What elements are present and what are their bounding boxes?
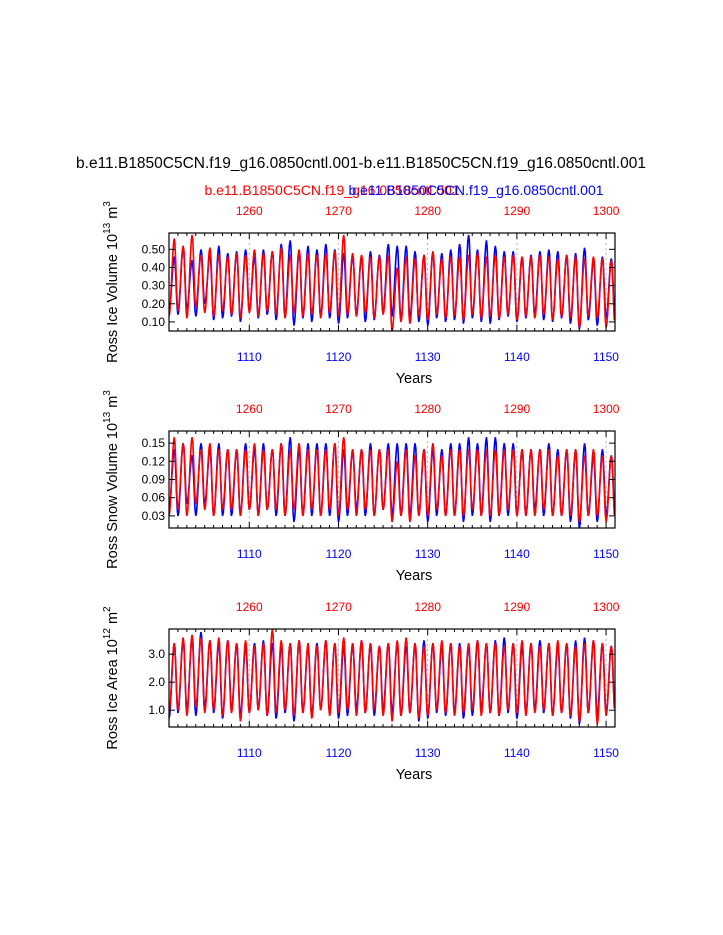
x-tick-label-bottom: 1110 <box>237 746 262 760</box>
x-axis-label: Years <box>396 371 433 387</box>
y-axis-label-exp: 13 <box>102 222 113 234</box>
y-tick-label: 0.06 <box>142 491 166 505</box>
panel-2: 0.03 0.06 0.09 0.12 0.15 1110 1120 1130 1140 1150… <box>102 390 620 584</box>
y-tick-label: 2.0 <box>148 675 165 689</box>
y-tick-label: 3.0 <box>148 647 165 661</box>
x-tick-label-top: 1300 <box>593 600 620 614</box>
y-tick-label: 0.50 <box>142 242 166 256</box>
y-axis-label-unit-exp: 3 <box>102 390 113 396</box>
y-axis-label: Ross Ice Area 1012 m2 <box>102 606 121 750</box>
series-line-red <box>169 629 615 725</box>
y-tick-label: 0.10 <box>142 315 166 329</box>
x-tick-label-top: 1260 <box>236 600 263 614</box>
x-tick-label-top: 1270 <box>325 204 352 218</box>
series-line-red <box>169 234 615 331</box>
panel-3: 1.0 2.0 3.0 1110 1120 1130 1140 1150 1260 1270 128… <box>102 600 620 783</box>
x-tick-label-top: 1290 <box>504 600 531 614</box>
y-tick-label: 0.12 <box>142 454 166 468</box>
y-axis-label-unit-exp: 2 <box>102 606 113 612</box>
x-tick-label-bottom: 1120 <box>326 350 352 364</box>
y-axis-label-unit-exp: 3 <box>102 201 113 207</box>
page-title: b.e11.B1850C5CN.f19_g16.0850cntl.001-b.e… <box>76 155 646 172</box>
legend-red: b.e11.B1850C5CN.f19_g16.0850cntl.001 <box>204 182 459 198</box>
x-tick-label-bottom: 1140 <box>504 547 530 561</box>
panel-1: 0.10 0.20 0.30 0.40 0.50 1110 1120 1130 1140 1150… <box>102 201 620 387</box>
y-tick-label: 0.09 <box>142 473 166 487</box>
y-tick-label: 0.40 <box>142 260 166 274</box>
y-tick-label: 0.15 <box>142 436 166 450</box>
y-axis-label-unit: m <box>105 207 121 223</box>
x-tick-label-bottom: 1150 <box>593 547 619 561</box>
y-axis-label: Ross Snow Volume 1013 m3 <box>102 390 121 569</box>
x-tick-label-bottom: 1150 <box>593 350 619 364</box>
y-tick-label: 1.0 <box>148 703 165 717</box>
x-tick-label-top: 1290 <box>504 204 531 218</box>
x-tick-label-bottom: 1130 <box>415 547 441 561</box>
y-axis-label-main: Ross Ice Volume 10 <box>105 234 121 363</box>
x-tick-label-top: 1300 <box>593 402 620 416</box>
x-tick-label-bottom: 1110 <box>237 547 262 561</box>
x-tick-label-bottom: 1150 <box>593 746 619 760</box>
x-axis-label: Years <box>396 767 433 783</box>
y-tick-label: 0.03 <box>142 509 166 523</box>
y-axis-label-unit: m <box>105 396 121 412</box>
y-axis-label-unit: m <box>105 612 121 628</box>
x-tick-label-bottom: 1120 <box>326 746 352 760</box>
x-tick-label-top: 1280 <box>414 402 441 416</box>
y-axis-label-main: Ross Snow Volume 10 <box>105 423 121 569</box>
series-line-red <box>169 437 615 523</box>
y-axis-label-main: Ross Ice Area 10 <box>105 639 121 749</box>
x-tick-label-bottom: 1140 <box>504 746 530 760</box>
x-axis-label: Years <box>396 568 433 584</box>
x-tick-label-bottom: 1140 <box>504 350 530 364</box>
y-axis-label-exp: 12 <box>102 628 113 640</box>
x-tick-label-top: 1300 <box>593 204 620 218</box>
x-tick-label-top: 1290 <box>504 402 531 416</box>
x-tick-label-bottom: 1120 <box>326 547 352 561</box>
x-tick-label-bottom: 1130 <box>415 350 441 364</box>
x-tick-label-bottom: 1130 <box>415 746 441 760</box>
y-tick-label: 0.30 <box>142 279 166 293</box>
x-tick-label-bottom: 1110 <box>237 350 262 364</box>
x-tick-label-top: 1260 <box>236 402 263 416</box>
x-tick-label-top: 1270 <box>325 402 352 416</box>
y-axis-label: Ross Ice Volume 1013 m3 <box>102 201 121 363</box>
x-tick-label-top: 1260 <box>236 204 263 218</box>
y-axis-label-exp: 13 <box>102 411 113 423</box>
x-tick-label-top: 1280 <box>414 204 441 218</box>
x-tick-label-top: 1280 <box>414 600 441 614</box>
x-tick-label-top: 1270 <box>325 600 352 614</box>
y-tick-label: 0.20 <box>142 297 166 311</box>
legend-blue: b.e11.B1850C5CN.f19_g16.0850cntl.001 <box>348 182 603 198</box>
